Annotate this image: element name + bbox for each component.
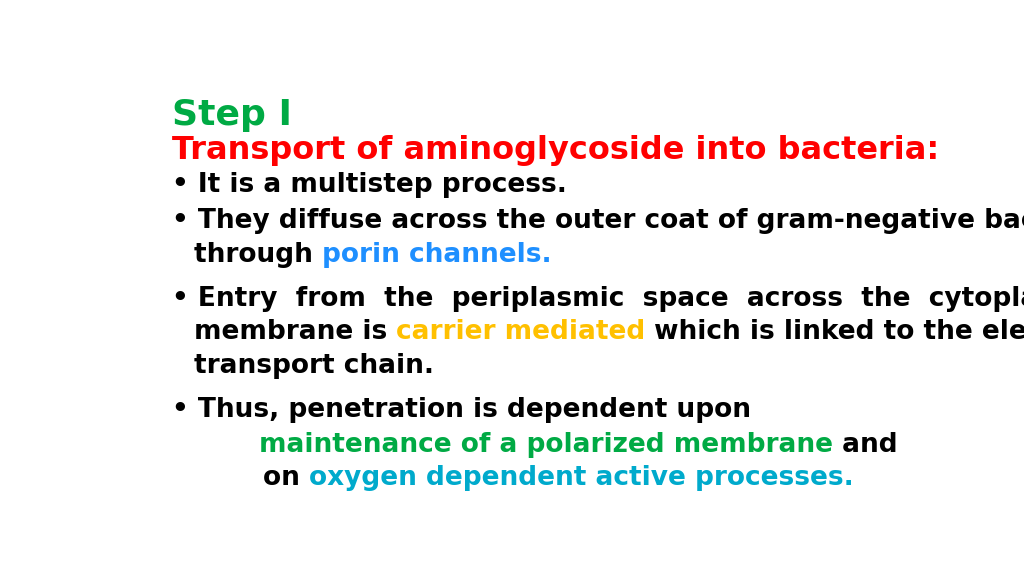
Text: • They diffuse across the outer coat of gram-negative bacteria: • They diffuse across the outer coat of … — [172, 209, 1024, 234]
Text: • It is a multistep process.: • It is a multistep process. — [172, 172, 566, 198]
Text: which is linked to the electron: which is linked to the electron — [645, 320, 1024, 346]
Text: maintenance of a polarized membrane: maintenance of a polarized membrane — [259, 431, 833, 458]
Text: oxygen dependent active processes.: oxygen dependent active processes. — [309, 465, 854, 491]
Text: through: through — [194, 242, 322, 268]
Text: on: on — [263, 465, 309, 491]
Text: transport chain.: transport chain. — [194, 353, 434, 379]
Text: and: and — [833, 431, 898, 458]
Text: carrier mediated: carrier mediated — [396, 320, 645, 346]
Text: • Thus, penetration is dependent upon: • Thus, penetration is dependent upon — [172, 397, 751, 423]
Text: • Entry  from  the  periplasmic  space  across  the  cytoplasmic: • Entry from the periplasmic space acros… — [172, 286, 1024, 312]
Text: porin channels.: porin channels. — [322, 242, 552, 268]
Text: membrane is: membrane is — [194, 320, 396, 346]
Text: Transport of aminoglycoside into bacteria:: Transport of aminoglycoside into bacteri… — [172, 135, 939, 166]
Text: Step I: Step I — [172, 98, 292, 132]
